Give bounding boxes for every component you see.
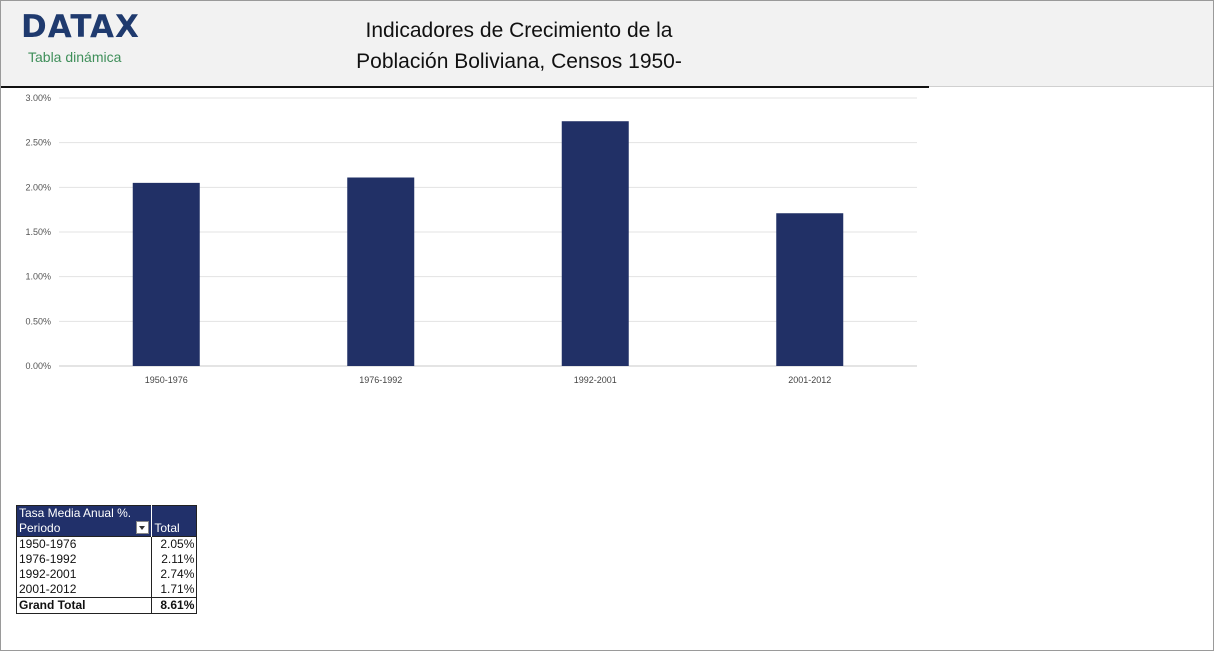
y-tick-label: 3.00% [25,93,51,103]
pivot-row-value: 2.05% [151,536,197,552]
pivot-row[interactable]: 1950-1976 2.05% [16,536,197,552]
pivot-grand-total-row[interactable]: Grand Total 8.61% [16,597,197,614]
y-tick-label: 2.00% [25,182,51,192]
bar-2001-2012[interactable] [776,213,844,366]
pivot-row-value: 2.74% [151,567,197,582]
y-tick-label: 2.50% [25,138,51,148]
pivot-table[interactable]: Tasa Media Anual %. Periodo Total 1950-1… [16,505,198,614]
pivot-row-label: 1976-1992 [19,552,77,566]
bar-1992-2001[interactable] [561,121,629,366]
header-band: DATAX Tabla dinámica Indicadores de Crec… [1,1,1213,87]
pivot-row-label: 1992-2001 [19,567,77,581]
pivot-header-row: Tasa Media Anual %. [16,505,197,521]
grand-total-value: 8.61% [151,597,197,614]
pivot-values-label: Tasa Media Anual %. [19,506,132,520]
title-line-2: Población Boliviana, Censos 1950- [356,50,682,73]
pivot-row[interactable]: 1992-2001 2.74% [17,567,197,582]
x-tick-label: 1992-2001 [574,375,617,385]
x-tick-label: 2001-2012 [788,375,831,385]
pivot-row[interactable]: 1976-1992 2.11% [17,552,197,567]
pivot-body: 1950-1976 2.05% 1976-1992 2.11% 1992-2001 2.7… [16,536,197,598]
title-line-1: Indicadores de Crecimiento de la [365,19,673,42]
pivot-row-label: 1950-1976 [16,536,152,552]
datax-logo: DATAX [21,9,140,45]
pivot-column-header-row: Periodo Total [16,521,197,537]
page-title: Indicadores de Crecimiento de la Poblaci… [301,15,737,77]
pivot-header-blank [151,505,197,521]
pivot-total-header: Total [151,521,197,537]
bar-1950-1976[interactable] [132,182,200,366]
pivot-row-value: 2.11% [151,552,197,567]
pivot-row-label: 2001-2012 [19,582,77,596]
bar-1976-1992[interactable] [347,177,415,366]
x-tick-label: 1976-1992 [359,375,402,385]
filter-dropdown-icon[interactable] [136,521,150,535]
grand-total-label: Grand Total [16,597,152,614]
growth-bar-chart[interactable]: 0.00% 0.50% 1.00% 1.50% 2.00% 2.50% 3.00% 1950-… [1,88,931,398]
pivot-row-value: 1.71% [151,582,197,598]
y-tick-label: 1.00% [25,272,51,282]
y-tick-label: 0.00% [25,361,51,371]
pivot-row-field: Periodo [17,521,152,537]
x-tick-label: 1950-1976 [145,375,188,385]
pivot-row[interactable]: 2001-2012 1.71% [17,582,197,598]
pivot-row-field-label: Periodo [19,521,61,535]
y-tick-label: 0.50% [25,316,51,326]
logo-subtitle: Tabla dinámica [28,49,122,65]
header-rule [1,86,929,88]
y-tick-label: 1.50% [25,227,51,237]
